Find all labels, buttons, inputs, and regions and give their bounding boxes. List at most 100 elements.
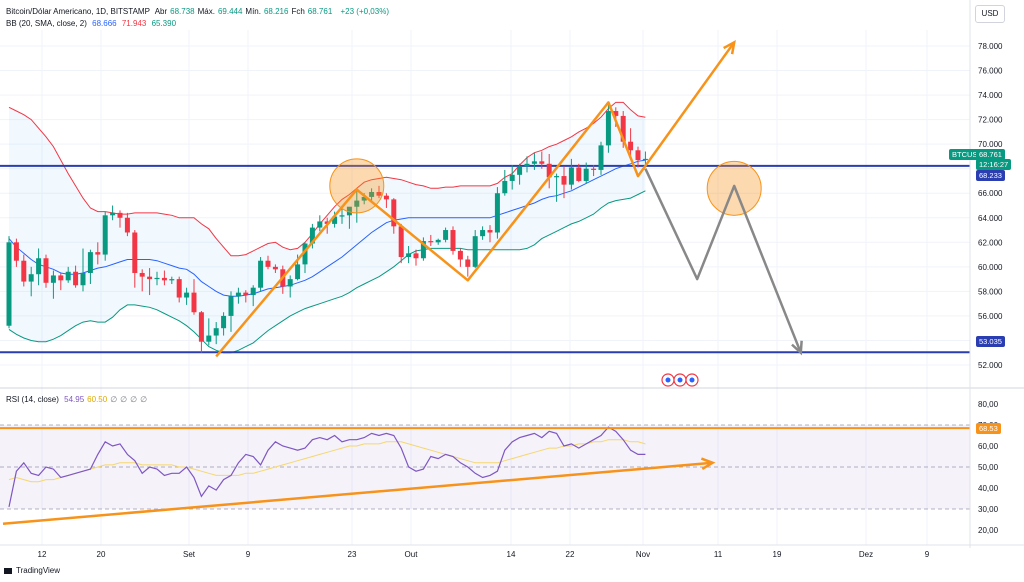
rsi-tick-label: 60,00 xyxy=(978,442,999,451)
candle-body xyxy=(339,215,345,217)
candle-body xyxy=(568,167,574,185)
candle-body xyxy=(487,230,493,233)
candle-body xyxy=(376,192,382,196)
candle-body xyxy=(132,232,138,273)
candle-body xyxy=(295,264,301,280)
brand[interactable]: TradingView xyxy=(4,566,60,575)
candle-body xyxy=(406,253,412,258)
annotations xyxy=(2,39,803,525)
candle-body xyxy=(346,206,352,216)
time-tick-label: 22 xyxy=(566,550,575,559)
support-price-tag: 53.035 xyxy=(976,336,1005,347)
candle-body xyxy=(265,260,271,267)
candle-body xyxy=(391,199,397,227)
candle-body xyxy=(457,250,463,260)
candle-body xyxy=(147,276,153,280)
price-tick-label: 70.000 xyxy=(978,140,1003,149)
grid xyxy=(0,30,1024,545)
ohlc-value-2: 68.216 xyxy=(263,7,289,16)
candle-body xyxy=(369,192,375,197)
candle-body xyxy=(524,163,530,167)
candle-body xyxy=(605,111,611,146)
candle-body xyxy=(480,230,486,237)
price-tick-label: 74.000 xyxy=(978,91,1003,100)
candle-body xyxy=(21,260,27,282)
rsi-tick-label: 20,00 xyxy=(978,526,999,535)
event-dot-icon xyxy=(689,377,695,383)
candle-body xyxy=(361,196,367,201)
candle-body xyxy=(110,212,116,216)
rsi-label[interactable]: RSI (14, close) xyxy=(6,395,59,404)
rsi-values: 54.95 60.50 ∅ ∅ ∅ ∅ xyxy=(64,395,150,404)
candle-body xyxy=(95,252,101,255)
candle-body xyxy=(191,292,197,313)
candle-body xyxy=(398,226,404,258)
price-tick-label: 66.000 xyxy=(978,189,1003,198)
candle-body xyxy=(13,242,19,261)
time-tick-label: Nov xyxy=(636,550,650,559)
ohlc-2: Mín. xyxy=(245,7,261,16)
candle-body xyxy=(154,277,160,280)
ohlc-1: Máx. xyxy=(197,7,215,16)
rsi-tick-label: 30,00 xyxy=(978,505,999,514)
bb-lower-value: 65.390 xyxy=(151,19,177,28)
bb-upper-value: 71.943 xyxy=(121,19,147,28)
rsi-tick-label: 80,00 xyxy=(978,400,999,409)
symbol-title[interactable]: Bitcoin/Dólar Americano, 1D, BITSTAMP xyxy=(6,7,150,16)
rsi-trendline xyxy=(2,461,713,525)
orange-projection-path xyxy=(215,41,736,358)
candle-body xyxy=(472,236,478,267)
price-tick-label: 72.000 xyxy=(978,116,1003,125)
bb-basis-line xyxy=(8,159,646,297)
currency-button[interactable]: USD xyxy=(975,5,1005,23)
candle-body xyxy=(272,266,278,270)
bb-basis-value: 68.666 xyxy=(92,19,117,28)
candle-body xyxy=(591,168,597,170)
candle-body xyxy=(598,145,604,170)
candle-body xyxy=(6,242,12,326)
rsi-value-3: ∅ xyxy=(120,395,128,404)
axes: 52.00054.00056.00058.00060.00062.00064.0… xyxy=(0,0,1024,559)
candle-body xyxy=(65,271,71,281)
candle-body xyxy=(635,150,641,161)
candle-body xyxy=(117,212,123,218)
price-tick-label: 76.000 xyxy=(978,67,1003,76)
price-tick-label: 56.000 xyxy=(978,312,1003,321)
candle-body xyxy=(332,216,338,224)
candle-body xyxy=(383,195,389,200)
candle-body xyxy=(169,279,175,281)
rsi-trend-arrowhead xyxy=(700,457,716,470)
last-price-tag: 68.761 xyxy=(976,149,1005,160)
legend-rsi: RSI (14, close) 54.95 60.50 ∅ ∅ ∅ ∅ xyxy=(6,395,153,404)
time-tick-label: 11 xyxy=(714,550,723,559)
price-tick-label: 78.000 xyxy=(978,42,1003,51)
candle-body xyxy=(287,279,293,287)
candle-body xyxy=(124,217,130,233)
event-dot-icon xyxy=(677,377,683,383)
rsi-value-0: 54.95 xyxy=(64,395,85,404)
gray-arrowhead xyxy=(791,340,803,356)
candle-body xyxy=(539,161,545,164)
rsi-tick-label: 40,00 xyxy=(978,484,999,493)
candle-body xyxy=(642,158,648,161)
candle-body xyxy=(139,272,145,277)
candle-body xyxy=(50,275,56,283)
time-tick-label: 14 xyxy=(507,550,516,559)
bb-label[interactable]: BB (20, SMA, close, 2) xyxy=(6,19,87,28)
ohlc-value-3: 68.761 xyxy=(307,7,333,16)
rsi-value-4: ∅ xyxy=(130,395,138,404)
legend-main: Bitcoin/Dólar Americano, 1D, BITSTAMP Ab… xyxy=(6,7,392,16)
rsi-value-5: ∅ xyxy=(140,395,148,404)
candle-body xyxy=(28,274,34,282)
time-tick-label: 9 xyxy=(925,550,930,559)
candle-body xyxy=(221,315,227,329)
price-tick-label: 52.000 xyxy=(978,361,1003,370)
price-tick-label: 60.000 xyxy=(978,263,1003,272)
time-tick-label: 20 xyxy=(97,550,106,559)
candle-body xyxy=(243,292,249,296)
gray-projection-path xyxy=(644,168,802,354)
ohlc-3: Fch xyxy=(291,7,305,16)
candle-body xyxy=(258,260,264,288)
earnings-events[interactable] xyxy=(661,373,699,387)
